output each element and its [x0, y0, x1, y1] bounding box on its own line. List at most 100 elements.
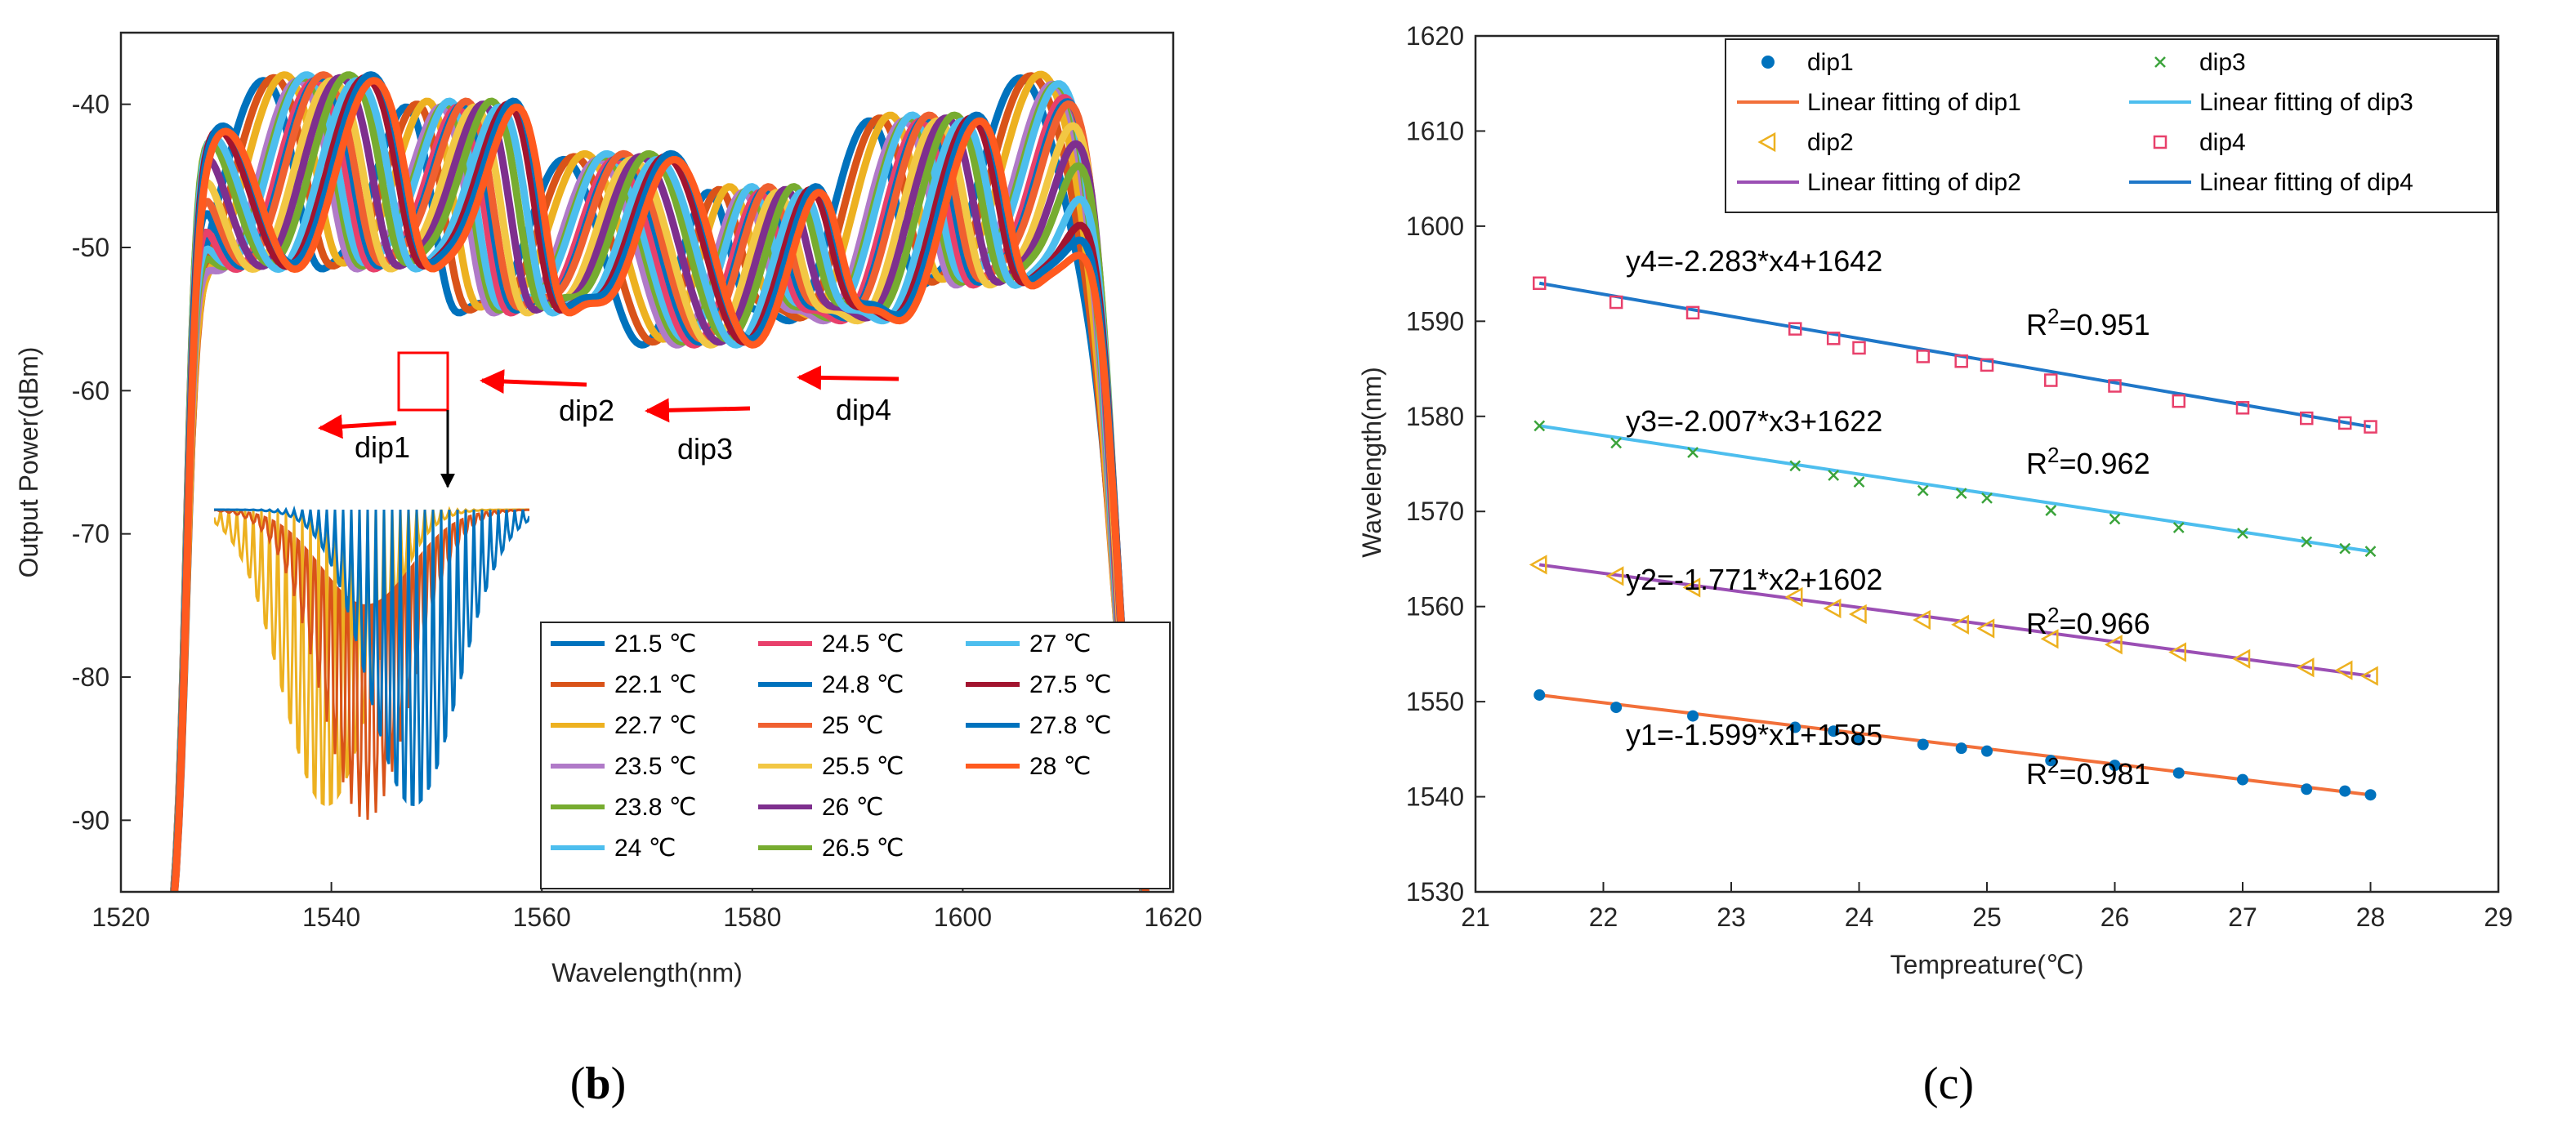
legend-label: 27.8 ℃ — [1029, 712, 1111, 739]
legend-label: dip2 — [1807, 129, 1854, 156]
x-tick-label: 21 — [1461, 902, 1490, 932]
panel-b-letter: b — [585, 1058, 610, 1109]
x-tick-label: 24 — [1845, 902, 1874, 932]
panel-b-open: ( — [570, 1058, 586, 1109]
axis-ticks: 21 22 23 24 25 26 27 28 291530154015501560157015… — [1406, 21, 2513, 932]
y-tick-label: 1590 — [1406, 306, 1464, 336]
x-tick-label: 1620 — [1144, 902, 1202, 932]
point-dip4 — [1954, 354, 1968, 368]
fit-line-dip1 — [1539, 693, 2371, 797]
legend-label: 24.8 ℃ — [822, 671, 904, 698]
y-tick-label: -90 — [72, 805, 109, 835]
point-dip1 — [2172, 767, 2185, 779]
panel-b-spectrum-chart: dip1 dip2 dip3 dip4 1520 1540 1560 1580 1600 162… — [14, 31, 1203, 987]
dip-arrow — [645, 398, 751, 423]
point-dip3 — [2301, 536, 2313, 548]
point-dip1 — [1534, 689, 1546, 701]
spectrum-22.7C — [170, 70, 1148, 892]
point-dip2 — [2334, 660, 2353, 680]
point-dip1 — [1789, 721, 1801, 733]
dip1-highlight-box — [397, 351, 449, 412]
r-squared: R2=0.962 — [2026, 443, 2150, 480]
fit-equation: y2=-1.771*x2+1602 — [1626, 563, 1882, 596]
legend-label: 27.5 ℃ — [1029, 671, 1111, 698]
r-squared: R2=0.981 — [2026, 753, 2150, 791]
point-dip3 — [1955, 488, 1967, 499]
point-dip3 — [1981, 492, 1993, 504]
spectra-area — [170, 70, 1150, 892]
point-dip1 — [1610, 702, 1623, 714]
x-tick-label: 1520 — [92, 902, 150, 932]
y-tick-label: -40 — [72, 90, 109, 119]
y-tick-label: 1610 — [1406, 116, 1464, 145]
r-squared-eq: = — [2059, 447, 2076, 480]
dip-arrow — [480, 369, 587, 394]
panel-b-close: ) — [611, 1058, 627, 1109]
point-dip2 — [1976, 618, 1995, 639]
y-axis-label: Output Power(dBm) — [14, 347, 43, 578]
x-tick-label: 1580 — [723, 902, 781, 932]
fit-equation: y3=-2.007*x3+1622 — [1626, 404, 1882, 438]
x-tick-label: 1600 — [934, 902, 992, 932]
point-dip1 — [2045, 755, 2057, 767]
legend-label: dip3 — [2199, 49, 2246, 76]
r-squared-value: 0.951 — [2077, 308, 2150, 341]
r-squared-prefix: R — [2026, 757, 2047, 791]
point-dip4 — [2364, 420, 2377, 434]
point-dip4 — [2337, 416, 2352, 430]
panel-b-caption: (b) — [570, 1058, 626, 1109]
point-dip4 — [1788, 322, 1802, 336]
point-dip2 — [1951, 614, 1969, 635]
x-tick-label: 26 — [2101, 902, 2130, 932]
legend: dip1 dip3 Linear fitting of dip1 Linear fit… — [1725, 38, 2498, 213]
point-dip3 — [1917, 484, 1929, 497]
r-squared-eq: = — [2059, 757, 2076, 791]
point-dip3 — [2172, 522, 2185, 533]
dip-arrow — [797, 365, 900, 390]
x-tick-label: 1560 — [513, 902, 571, 932]
point-dip2 — [2168, 642, 2186, 662]
x-tick-label: 22 — [1589, 902, 1618, 932]
y-tick-label: 1530 — [1406, 877, 1464, 907]
x-tick-label: 29 — [2484, 902, 2513, 932]
x-axis-label: Wavelength(nm) — [551, 958, 743, 987]
legend-label: Linear fitting of dip1 — [1807, 89, 2021, 116]
fit-equations: y4=-2.283*x4+1642R2=0.951y3=-2.007*x3+16… — [1626, 244, 2150, 791]
spectrum-28C — [171, 77, 1150, 892]
dip-arrows: dip1 dip2 dip3 dip4 — [318, 365, 900, 466]
x-tick-label: 25 — [1972, 902, 2002, 932]
point-dip2 — [2359, 666, 2378, 686]
point-dip2 — [2232, 648, 2251, 669]
point-dip2 — [1848, 604, 1867, 625]
y-tick-label: -70 — [72, 519, 109, 549]
point-dip1 — [2339, 785, 2351, 797]
panel-c-caption: (c) — [1923, 1058, 1974, 1109]
r-squared-value: 0.981 — [2077, 757, 2150, 791]
point-dip1 — [1853, 733, 1865, 746]
inset-trace — [214, 505, 529, 807]
point-dip3 — [1828, 470, 1840, 481]
point-dip4 — [1826, 332, 1841, 345]
y-axis-label: Wavelength(nm) — [1357, 367, 1386, 558]
y-tick-label: 1570 — [1406, 497, 1464, 526]
point-dip2 — [1913, 609, 1931, 631]
point-dip4 — [2172, 394, 2185, 408]
point-dip1 — [2301, 783, 2313, 795]
legend-label: dip1 — [1807, 49, 1854, 76]
point-dip4 — [2235, 401, 2250, 415]
inset-zoom-plot — [214, 493, 529, 893]
legend: 21.5 ℃ 22.1 ℃ 22.7 ℃ 23.5 ℃ 23.8 ℃ 24 ℃ 24.5 ℃… — [540, 622, 1171, 889]
legend-label: 21.5 ℃ — [614, 631, 696, 657]
legend-label: 26 ℃ — [822, 794, 883, 821]
dip-arrow — [318, 414, 397, 439]
legend-label: 25.5 ℃ — [822, 753, 904, 780]
fit-equation: y1=-1.599*x1+1585 — [1626, 718, 1882, 751]
point-dip2 — [1823, 598, 1842, 619]
legend-label: 23.8 ℃ — [614, 794, 696, 821]
legend-label: 22.1 ℃ — [614, 671, 696, 698]
legend-swatch — [2153, 135, 2168, 149]
y-tick-label: 1580 — [1406, 402, 1464, 431]
legend-label: 28 ℃ — [1029, 753, 1091, 780]
point-dip2 — [1529, 555, 1547, 575]
